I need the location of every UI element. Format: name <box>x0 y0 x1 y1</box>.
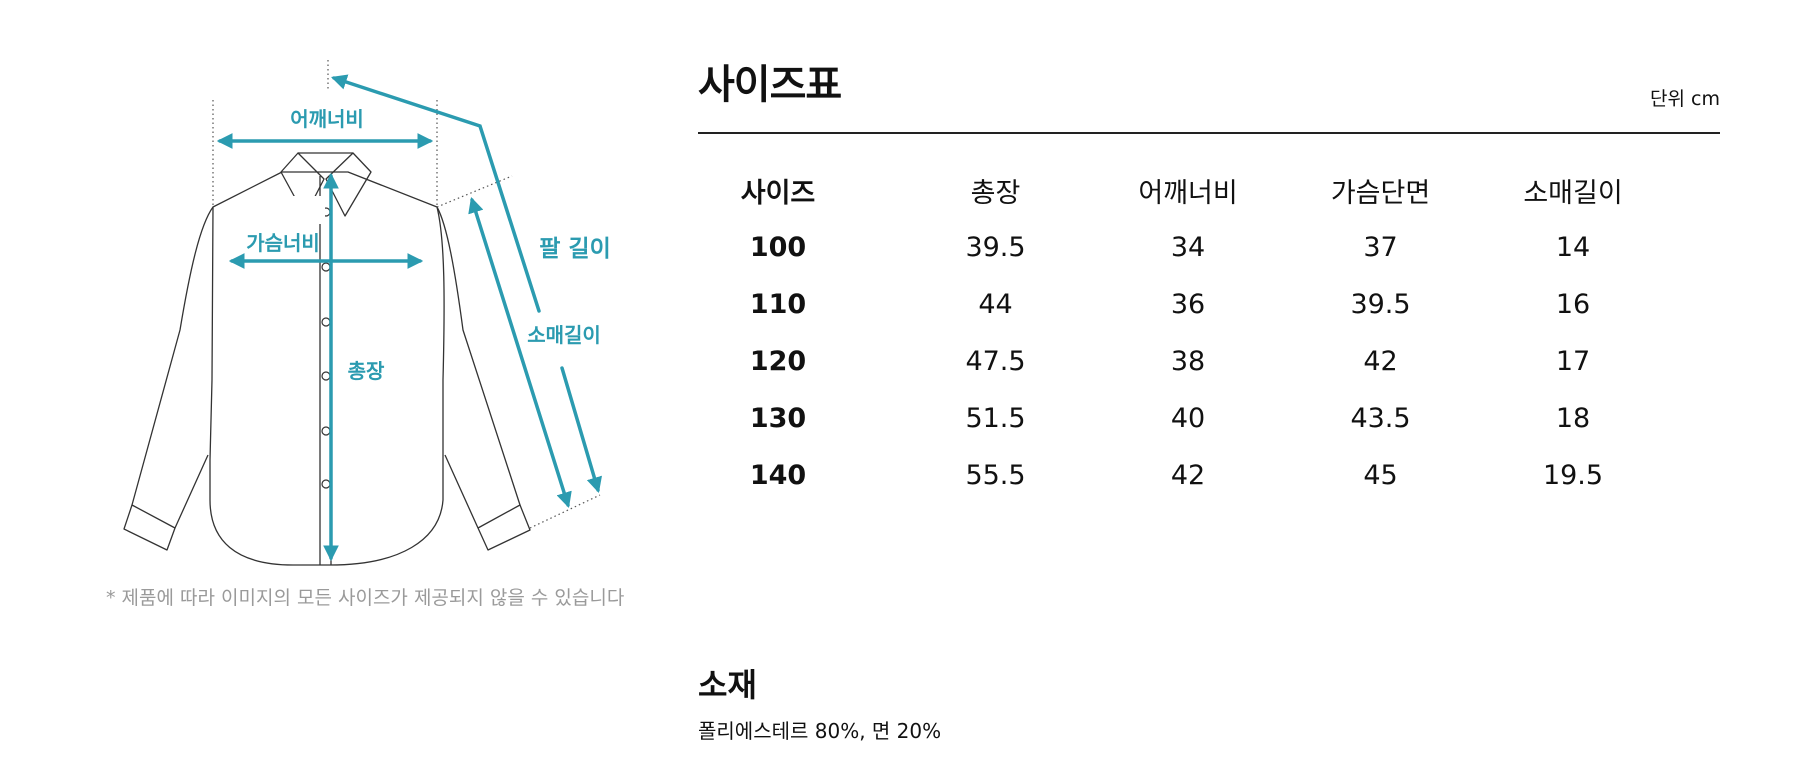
button <box>321 426 331 436</box>
shirt-measurement-diagram: 어깨너비 가슴너비 총장 팔 길이 소매길이 <box>123 60 611 566</box>
right-sleeve <box>436 206 521 529</box>
size-cell: 120 <box>749 346 807 377</box>
page-title: 사이즈표 <box>698 62 842 108</box>
length-label: 총장 <box>348 359 385 383</box>
table-cell: 43.5 <box>1350 403 1411 434</box>
table-row: 120 47.5 38 42 17 <box>698 333 1628 390</box>
table-cell: 36 <box>1170 289 1206 320</box>
table-cell: 47.5 <box>965 346 1026 377</box>
table-row: 100 39.5 34 37 14 <box>698 219 1628 276</box>
size-cell: 140 <box>749 460 807 491</box>
left-sleeve <box>131 206 214 529</box>
table-cell: 14 <box>1555 232 1591 263</box>
table-cell: 39.5 <box>965 232 1026 263</box>
collar-right <box>325 152 372 217</box>
table-cell: 39.5 <box>1350 289 1411 320</box>
column-header-chest: 가슴단면 <box>1330 178 1431 209</box>
table-cell: 44 <box>978 289 1013 320</box>
chest-label: 가슴너비 <box>246 231 320 255</box>
arm-label: 팔 길이 <box>539 236 611 262</box>
table-cell: 17 <box>1555 346 1591 377</box>
table-cell: 45 <box>1363 460 1398 491</box>
table-row: 110 44 36 39.5 16 <box>698 276 1628 333</box>
unit-label: 단위 cm <box>1650 88 1720 110</box>
shoulder-label: 어깨너비 <box>290 107 364 131</box>
table-cell: 18 <box>1555 403 1591 434</box>
right-cuff <box>477 504 531 551</box>
column-header-size: 사이즈 <box>740 178 816 209</box>
table-cell: 37 <box>1363 232 1398 263</box>
table-cell: 51.5 <box>965 403 1026 434</box>
arm-arrow-lower <box>560 366 602 494</box>
button <box>321 479 331 489</box>
title-divider <box>698 132 1720 134</box>
column-header-shoulder: 어깨너비 <box>1138 178 1238 209</box>
table-cell: 42 <box>1363 346 1398 377</box>
button <box>321 317 331 327</box>
table-cell: 34 <box>1170 232 1206 263</box>
shirt-buttons <box>321 207 331 489</box>
measurement-arrows <box>216 74 602 562</box>
table-cell: 16 <box>1555 289 1591 320</box>
sleeve-label: 소매길이 <box>527 323 601 347</box>
table-cell: 55.5 <box>965 460 1026 491</box>
arm-arrow <box>331 74 541 313</box>
left-cuff <box>123 504 176 551</box>
column-header-sleeve: 소매길이 <box>1523 178 1623 209</box>
size-cell: 100 <box>749 232 807 263</box>
table-row: 130 51.5 40 43.5 18 <box>698 390 1628 447</box>
size-disclaimer-note: * 제품에 따라 이미지의 모든 사이즈가 제공되지 않을 수 있습니다 <box>106 587 625 609</box>
button <box>321 262 331 272</box>
table-header-row: 사이즈 총장 어깨너비 가슴단면 소매길이 <box>698 162 1628 219</box>
size-table: 사이즈 총장 어깨너비 가슴단면 소매길이 100 39.5 34 37 14 … <box>698 162 1628 504</box>
material-composition: 폴리에스테르 80%, 면 20% <box>698 719 942 743</box>
size-cell: 110 <box>749 289 807 320</box>
material-title: 소재 <box>698 666 757 704</box>
button <box>321 371 331 381</box>
sleeve-arrow-a <box>468 196 572 509</box>
table-row: 140 55.5 42 45 19.5 <box>698 447 1628 504</box>
table-cell: 40 <box>1170 403 1206 434</box>
guide-lines <box>212 60 601 529</box>
shirt-body <box>209 171 445 566</box>
table-cell: 42 <box>1170 460 1206 491</box>
table-cell: 38 <box>1170 346 1206 377</box>
table-cell: 19.5 <box>1542 460 1604 491</box>
column-header-length: 총장 <box>970 178 1021 209</box>
size-cell: 130 <box>749 403 807 434</box>
